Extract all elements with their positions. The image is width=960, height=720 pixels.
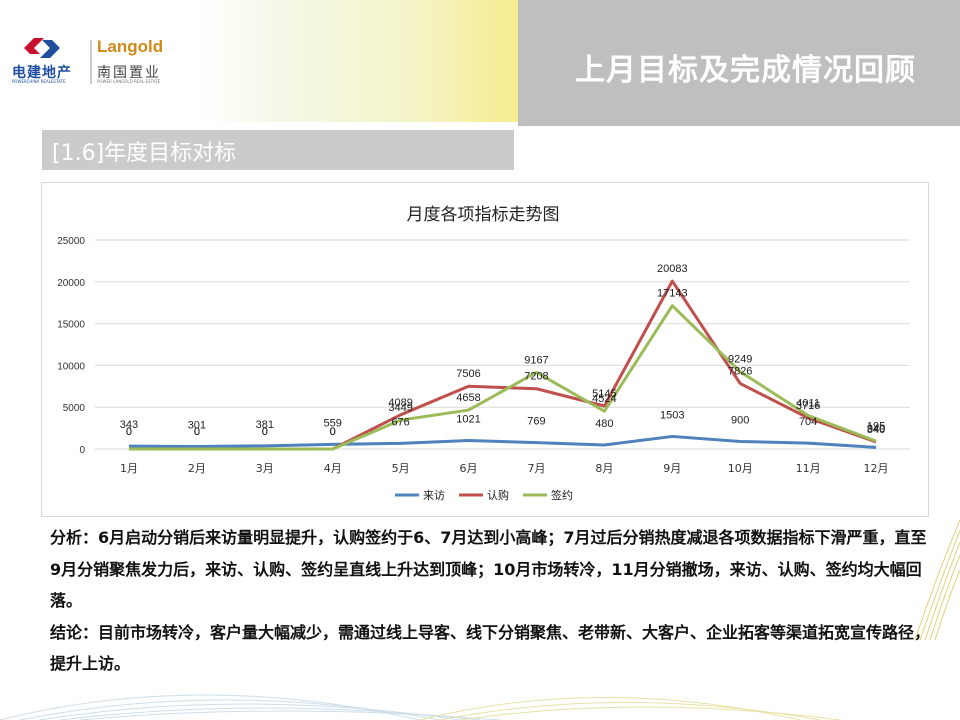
x-tick-label: 10月	[728, 462, 753, 475]
company-logo: 电建地产 POWERCHINA REALESTATE Langold 南国置业 …	[12, 34, 177, 89]
data-label: 195	[867, 420, 885, 432]
data-label: 3716	[796, 400, 820, 412]
series-line-来访	[128, 434, 877, 449]
data-label: 676	[391, 416, 409, 428]
analysis-text-block: 分析：6月启动分销后来访量明显提升，认购签约于6、7月达到小高峰；7月过后分销热…	[50, 522, 930, 680]
x-tick-label: 1月	[120, 462, 138, 475]
x-tick-label: 8月	[595, 462, 613, 475]
chart-container	[41, 182, 929, 517]
decorative-lines-right	[915, 520, 960, 640]
data-label: 4011	[796, 397, 820, 409]
data-label: 0	[194, 426, 200, 438]
conclusion-paragraph: 结论：目前市场转冷，客户量大幅减少，需通过线上导客、线下分销聚焦、老带新、大客户…	[50, 622, 931, 674]
x-tick-label: 11月	[796, 462, 821, 475]
y-tick-label: 0	[79, 445, 85, 456]
data-label: 4658	[456, 392, 480, 404]
y-tick-label: 10000	[57, 361, 85, 372]
data-label: 5145	[592, 388, 616, 400]
logo-left-en: POWERCHINA REALESTATE	[12, 79, 66, 84]
series-line-签约	[128, 304, 877, 451]
logo-mark-icon	[24, 38, 92, 84]
data-label: 1503	[660, 409, 684, 421]
y-tick-label: 5000	[63, 403, 86, 414]
x-tick-label: 4月	[324, 462, 342, 475]
data-label: 704	[799, 416, 817, 428]
data-label: 9249	[728, 354, 752, 366]
data-label: 900	[731, 414, 749, 426]
data-label: 343	[120, 419, 138, 431]
y-tick-label: 15000	[57, 320, 85, 331]
decorative-lines-bottom	[0, 694, 841, 720]
data-label: 7208	[524, 371, 548, 383]
data-label: 20083	[657, 263, 688, 275]
x-tick-label: 6月	[460, 462, 478, 475]
legend-label: 认购	[487, 488, 509, 502]
data-label: 0	[126, 426, 132, 438]
x-tick-label: 3月	[256, 462, 274, 475]
data-label: 0	[262, 426, 268, 438]
data-label: 0	[194, 426, 200, 438]
x-tick-label: 9月	[663, 462, 681, 475]
data-label: 381	[256, 419, 274, 431]
legend-label: 来访	[423, 489, 445, 502]
data-label: 7506	[456, 368, 480, 380]
x-tick-label: 2月	[188, 462, 206, 475]
header-gradient-band	[0, 0, 520, 122]
data-label: 17143	[657, 288, 688, 300]
section-title: [1.6]年度目标对标	[52, 141, 237, 166]
data-label: 0	[330, 426, 336, 438]
data-label: 769	[527, 416, 545, 428]
x-tick-label: 7月	[527, 462, 545, 475]
data-label: 0	[262, 426, 268, 438]
logo-right-sub: POWER LANGOLD REAL ESTATE	[97, 79, 161, 84]
data-label: 9167	[524, 354, 548, 366]
data-label: 840	[867, 424, 885, 436]
data-label: 480	[595, 418, 613, 430]
data-label: 0	[330, 426, 336, 438]
data-label: 1021	[456, 413, 480, 425]
logo-right-cn: 南国置业	[97, 65, 161, 81]
header-title-panel	[518, 0, 960, 126]
section-header-bar	[42, 130, 514, 170]
logo-left-cn: 电建地产	[12, 65, 72, 81]
x-tick-label: 5月	[392, 462, 410, 475]
logo-right-en: Langold	[97, 37, 164, 56]
y-tick-label: 20000	[57, 278, 85, 289]
data-label: 559	[324, 417, 342, 429]
analysis-paragraph: 分析：6月启动分销后来访量明显提升，认购签约于6、7月达到小高峰；7月过后分销热…	[50, 528, 927, 610]
chart-title: 月度各项指标走势图	[406, 205, 560, 225]
legend-label: 签约	[551, 488, 573, 502]
data-label: 4089	[388, 397, 412, 409]
x-tick-label: 12月	[864, 462, 889, 475]
data-label: 4524	[592, 393, 616, 405]
y-tick-label: 25000	[57, 236, 85, 247]
data-label: 940	[867, 423, 885, 435]
data-label: 3449	[388, 402, 412, 414]
data-label: 301	[188, 419, 206, 431]
page-title: 上月目标及完成情况回顾	[575, 53, 916, 88]
data-label: 7826	[728, 366, 752, 378]
data-label: 0	[126, 426, 132, 438]
